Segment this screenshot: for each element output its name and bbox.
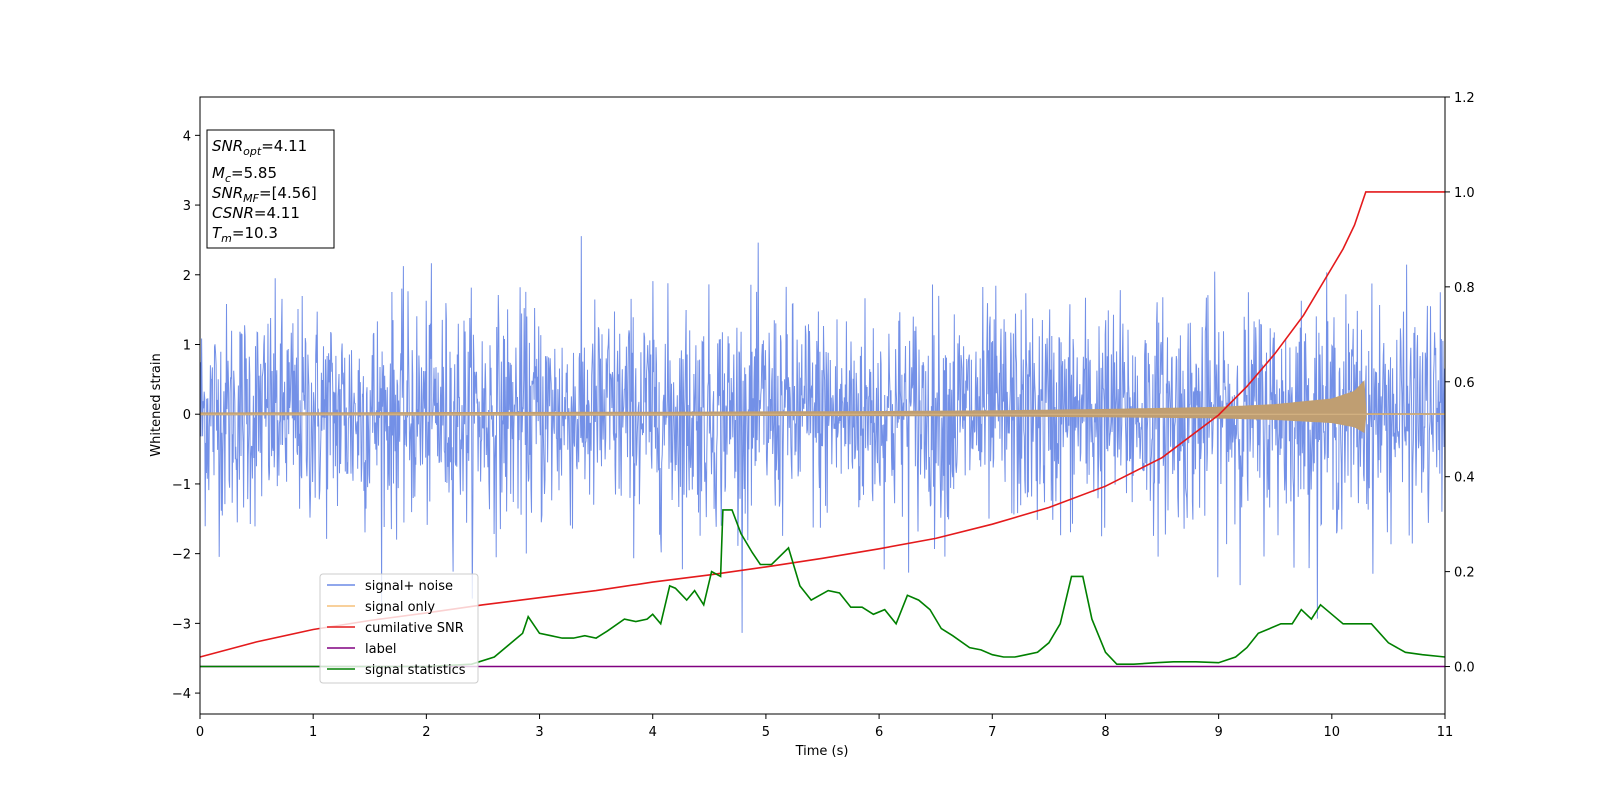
legend-label: label (365, 642, 396, 657)
info-snr-mf: SNRMF=[4.56] (212, 184, 317, 205)
y-axis-left: −4 −3 −2 −1 0 1 2 3 4 (172, 129, 200, 702)
y2-tick-label: 1.0 (1454, 186, 1475, 201)
y-tick-label: −1 (172, 478, 191, 493)
x-axis: 0 1 2 3 4 5 6 7 8 9 10 11 (196, 714, 1453, 740)
x-tick-label: 4 (649, 725, 657, 740)
x-tick-label: 7 (988, 725, 996, 740)
x-tick-label: 6 (875, 725, 883, 740)
x-tick-label: 3 (535, 725, 543, 740)
y2-tick-label: 0.0 (1454, 661, 1475, 676)
y-axis-title: Whitened strain (149, 353, 164, 456)
x-tick-label: 1 (309, 725, 317, 740)
x-axis-title: Time (s) (795, 744, 849, 759)
y-tick-label: 2 (183, 269, 191, 284)
y-tick-label: −2 (172, 548, 191, 563)
info-box: SNRopt=4.11 Mc=5.85 SNRMF=[4.56] CSNR=4.… (206, 129, 335, 249)
info-tm: Tm=10.3 (212, 224, 278, 245)
x-tick-label: 0 (196, 725, 204, 740)
y-tick-label: 0 (183, 408, 191, 423)
x-tick-label: 8 (1101, 725, 1109, 740)
plot-frame (199, 96, 1446, 715)
noise-line (199, 236, 1446, 633)
y2-tick-label: 0.2 (1454, 566, 1475, 581)
x-tick-label: 10 (1324, 725, 1341, 740)
info-csnr: CSNR=4.11 (212, 204, 300, 222)
series-signal-noise (199, 236, 1446, 633)
y2-tick-label: 0.8 (1454, 281, 1475, 296)
x-tick-label: 9 (1214, 725, 1222, 740)
info-mc: Mc=5.85 (212, 164, 277, 185)
y-tick-label: 3 (183, 199, 191, 214)
legend-signal-only: signal only (365, 600, 435, 615)
y-tick-label: 4 (183, 129, 191, 144)
y2-tick-label: 0.6 (1454, 376, 1475, 391)
y-tick-label: 1 (183, 338, 191, 353)
info-snr-opt: SNRopt=4.11 (212, 137, 307, 158)
legend-signal-statistics: signal statistics (365, 663, 466, 678)
legend-cumulative-snr: cumilative SNR (365, 621, 464, 636)
y2-tick-label: 0.4 (1454, 471, 1475, 486)
line-signal-statistics (200, 509, 1446, 668)
y-tick-label: −4 (172, 687, 191, 702)
y-axis-right: 0.0 0.2 0.4 0.6 0.8 1.0 1.2 (1445, 91, 1475, 676)
legend-signal-noise: signal+ noise (365, 579, 453, 594)
x-tick-label: 11 (1437, 725, 1454, 740)
x-tick-label: 5 (762, 725, 770, 740)
legend: signal+ noise signal only cumilative SNR… (319, 573, 479, 684)
y-tick-label: −3 (172, 617, 191, 632)
x-tick-label: 2 (422, 725, 430, 740)
y2-tick-label: 1.2 (1454, 91, 1475, 106)
